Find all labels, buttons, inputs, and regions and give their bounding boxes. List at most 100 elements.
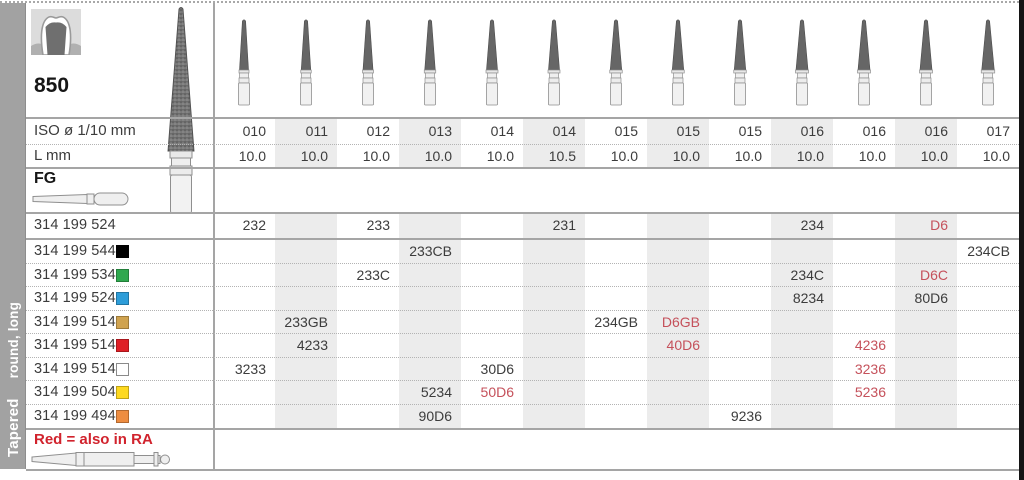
figure-number: 40D6 [666, 337, 700, 353]
column-shading [895, 213, 957, 428]
iso-value: 011 [305, 123, 328, 139]
figure-number: 231 [552, 217, 576, 233]
figure-number: 3233 [234, 360, 266, 377]
category-label: Tapered [4, 398, 22, 457]
section-rule [26, 117, 1019, 119]
iso-value: 017 [986, 123, 1010, 139]
iso-diameter-label: ISO ø 1/10 mm [34, 122, 136, 139]
tapered-bur-icon [795, 19, 809, 106]
figure-number: 90D6 [418, 407, 452, 424]
tapered-bur-icon [362, 19, 374, 106]
iso-value: 016 [862, 123, 886, 139]
tapered-bur-icon [609, 19, 623, 106]
iso-value: 016 [800, 123, 824, 139]
iso-value: 010 [242, 123, 266, 139]
figure-number: D6GB [661, 313, 700, 330]
tapered-bur-icon [919, 19, 933, 106]
figure-number: 232 [242, 217, 266, 233]
tapered-bur-icon [485, 19, 499, 106]
order-number: 314 199 544 [34, 243, 116, 259]
length-value: 10.0 [486, 148, 514, 164]
grit-color-chip [116, 362, 129, 376]
figure-number: 233 [366, 217, 390, 233]
section-rule [26, 211, 1019, 214]
length-value: 10.0 [238, 148, 266, 164]
length-value: 10.0 [796, 148, 824, 164]
row-rule [26, 403, 1019, 405]
label-grid-divider [213, 3, 215, 469]
figure-number: 8234 [792, 290, 824, 306]
length-value: 10.0 [920, 148, 948, 164]
order-number: 314 199 534 [34, 266, 116, 283]
grit-color-chip [116, 386, 129, 400]
section-rule [26, 427, 1019, 430]
fg-shank-icon [32, 192, 129, 206]
section-rule [26, 237, 1019, 240]
figure-number: 80D6 [914, 290, 948, 306]
row-rule [26, 144, 1019, 145]
figure-number: 4233 [296, 337, 328, 353]
length-value: 10.0 [424, 148, 452, 164]
category-sidebar [0, 3, 26, 469]
figure-number: 30D6 [480, 360, 514, 377]
figure-number: 233C [356, 266, 390, 283]
figure-number: 9236 [730, 407, 762, 424]
iso-value: 014 [490, 123, 514, 139]
column-shading [771, 118, 833, 168]
grit-color-chip [116, 315, 129, 329]
order-number: 314 199 524 [34, 217, 116, 233]
length-value: 10.0 [734, 148, 762, 164]
length-value: 10.0 [858, 148, 886, 164]
grit-color-chip [116, 409, 129, 423]
length-value: 10.0 [610, 148, 638, 164]
iso-value: 015 [614, 123, 638, 139]
length-label: L mm [34, 147, 71, 164]
figure-number: 233GB [284, 313, 328, 330]
product-number: 850 [34, 74, 70, 97]
figure-number: 234CB [967, 243, 1010, 259]
row-rule [26, 356, 1019, 358]
column-shading [895, 118, 957, 168]
column-shading [399, 118, 461, 168]
iso-value: 016 [924, 123, 948, 139]
iso-value: 015 [676, 123, 700, 139]
order-number: 314 199 524 [34, 290, 116, 306]
column-shading [523, 213, 585, 428]
tapered-bur-icon [423, 19, 437, 106]
row-rule [26, 262, 1019, 264]
tapered-bur-icon [671, 19, 685, 106]
ra-availability-note: Red = also in RA [34, 431, 153, 448]
column-shading [399, 213, 461, 428]
order-number: 314 199 504 [34, 384, 116, 400]
column-shading [647, 213, 709, 428]
column-shading [771, 213, 833, 428]
tapered-bur-icon [238, 19, 250, 106]
iso-value: 013 [428, 123, 452, 139]
figure-number: 234 [800, 217, 824, 233]
length-value: 10.5 [548, 148, 576, 164]
page-edge-strip [1019, 0, 1024, 480]
iso-value: 015 [738, 123, 762, 139]
figure-number: 234GB [594, 313, 638, 330]
length-value: 10.0 [672, 148, 700, 164]
row-rule [26, 333, 1019, 334]
length-value: 10.0 [362, 148, 390, 164]
iso-value: 014 [552, 123, 576, 139]
figure-number: D6 [930, 217, 948, 233]
figure-number: 233CB [409, 243, 452, 259]
figure-number: 4236 [854, 337, 886, 353]
subcategory-label: round, long [5, 301, 21, 379]
column-shading [275, 118, 337, 168]
tapered-bur-icon [300, 19, 312, 106]
ra-shank-icon [31, 452, 170, 467]
column-shading [647, 118, 709, 168]
tapered-bur-icon [547, 19, 561, 106]
shank-type-label: FG [34, 170, 57, 187]
tapered-diamond-bur-icon [167, 7, 195, 214]
tapered-bur-icon [733, 19, 747, 106]
figure-number: 234C [790, 266, 824, 283]
tapered-bur-icon [857, 19, 871, 106]
grit-color-chip [116, 292, 129, 306]
order-number: 314 199 494 [34, 407, 116, 424]
order-number: 314 199 514 [34, 337, 116, 353]
